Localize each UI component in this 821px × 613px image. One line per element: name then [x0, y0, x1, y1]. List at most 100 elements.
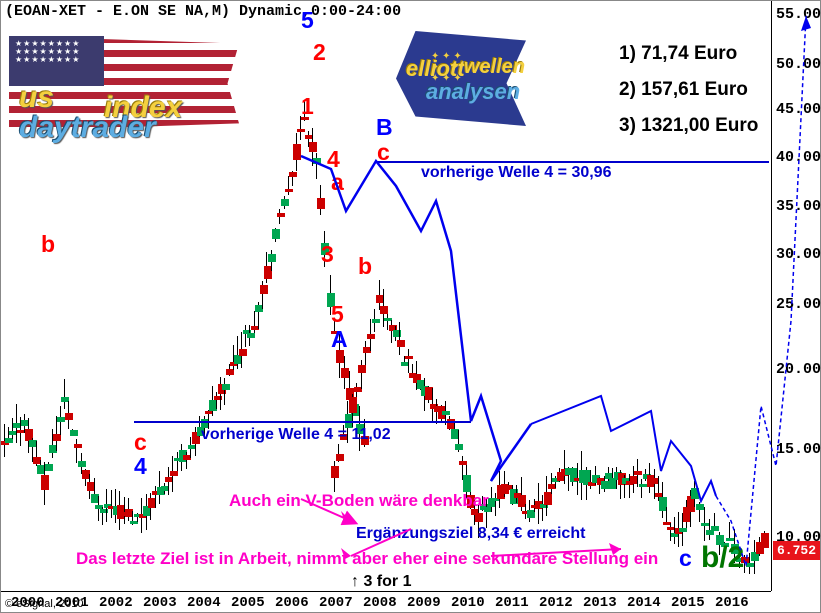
current-price-badge: 6.752 [773, 541, 820, 560]
candle-body-down [65, 413, 73, 420]
x-axis-tick-2011: 2011 [495, 595, 529, 611]
candle-body-up [639, 484, 647, 488]
candle-body-down [309, 142, 317, 152]
candle-body-down [74, 444, 82, 448]
x-axis-tick-2003: 2003 [143, 595, 177, 611]
candle-body-down [260, 285, 268, 294]
candle-wick [590, 470, 591, 489]
candle-wick [64, 379, 65, 409]
candle-body-up [281, 199, 289, 206]
candle-body-down [331, 466, 339, 478]
x-axis-tick-2014: 2014 [627, 595, 661, 611]
y-axis-tick-55.000: 55.000 [776, 6, 821, 23]
candle-body-down [297, 129, 305, 133]
wave-label-b-11: b [358, 253, 372, 280]
copyright-footer: © eSignal, 2010 [5, 598, 83, 610]
candle-body-down [336, 454, 344, 461]
candle-wick [155, 486, 156, 508]
candle-body-up [78, 461, 86, 467]
annotation-text-1: Ergänzungsziel 8,34 € erreicht [356, 525, 585, 543]
candle-body-up [463, 475, 471, 492]
candle-wick [216, 392, 217, 409]
x-axis-tick-2007: 2007 [319, 595, 353, 611]
candle-wick [670, 523, 671, 541]
candle-wick [564, 450, 565, 483]
candle-wick [399, 322, 400, 355]
candle-wick [224, 378, 225, 405]
candle-wick [316, 153, 317, 179]
chart-window: (EOAN-XET - E.ON SE NA,M) Dynamic,0:00-2… [0, 0, 821, 613]
candle-body-up [222, 384, 230, 389]
wave-label-3-10: 3 [321, 241, 334, 268]
candle-body-up [372, 319, 380, 323]
annotation-text-2: Das letzte Ziel ist in Arbeit, nimmt abe… [76, 549, 658, 569]
y-axis-tick-25.000: 25.000 [776, 296, 821, 313]
wave-label-b-2-15: b/2 [701, 541, 744, 575]
candle-body-down [475, 513, 483, 522]
annotation-text-0: Auch ein V-Boden wäre denkbar [229, 491, 489, 511]
candle-body-down [170, 471, 178, 476]
candle-body-up [70, 430, 78, 437]
wave-label-1-5: 1 [301, 93, 314, 120]
candle-body-up [711, 526, 719, 531]
wave-label-2-4: 2 [313, 39, 326, 66]
candle-wick [177, 452, 178, 471]
wave-label-5-12: 5 [331, 301, 344, 328]
y-axis: 55.00050.00045.00040.00035.00030.00025.0… [771, 1, 821, 591]
y-axis-tick-45.000: 45.000 [776, 101, 821, 118]
wave-label-b-0: b [41, 231, 55, 258]
candle-body-down [405, 356, 413, 360]
x-axis-tick-2006: 2006 [275, 595, 309, 611]
candle-body-up [313, 158, 321, 164]
y-axis-tick-30.000: 30.000 [776, 246, 821, 263]
level-line-1 [376, 161, 769, 163]
candle-wick [408, 349, 409, 373]
candle-body-up [247, 333, 255, 339]
wave-label-4-2: 4 [134, 453, 147, 480]
wave-label-A-13: A [331, 326, 348, 353]
level-line-label-1: vorherige Welle 4 = 30,96 [421, 164, 611, 182]
candle-body-up [45, 464, 53, 472]
x-axis-tick-2002: 2002 [99, 595, 133, 611]
candle-body-up [442, 411, 450, 415]
x-axis-tick-2016: 2016 [715, 595, 749, 611]
level-line-0 [134, 421, 471, 423]
candle-body-down [41, 475, 49, 490]
candle-body-down [349, 397, 357, 413]
candle-body-down [634, 471, 642, 475]
candle-body-down [317, 198, 325, 209]
y-axis-tick-50.000: 50.000 [776, 56, 821, 73]
wave-label-a-9: a [331, 169, 344, 196]
candle-wick [12, 418, 13, 438]
x-axis: 2000 2001 2002 2003 2004 2005 2006 2007 2008 2009… [1, 591, 771, 613]
candle-body-up [601, 481, 609, 489]
x-axis-tick-2012: 2012 [539, 595, 573, 611]
candle-body-down [358, 365, 366, 373]
candle-body-down [239, 349, 247, 356]
y-axis-tick-35.000: 35.000 [776, 198, 821, 215]
x-axis-tick-2004: 2004 [187, 595, 221, 611]
candle-body-down [397, 340, 405, 347]
x-axis-tick-2008: 2008 [363, 595, 397, 611]
x-axis-tick-2013: 2013 [583, 595, 617, 611]
candle-body-up [57, 417, 65, 422]
candle-body-down [289, 172, 297, 177]
x-axis-tick-2010: 2010 [451, 595, 485, 611]
candle-body-up [679, 528, 687, 532]
wave-label-B-7: B [376, 114, 393, 141]
wave-label-c-1: c [134, 429, 147, 456]
candle-body-down [285, 189, 293, 193]
candle-wick [641, 479, 642, 498]
candle-body-up [691, 488, 699, 499]
candle-body-up [268, 254, 276, 262]
wave-label-5-3: 5 [301, 7, 314, 34]
y-axis-tick-15.000: 15.000 [776, 441, 821, 458]
x-axis-tick-2005: 2005 [231, 595, 265, 611]
level-line-label-0: vorherige Welle 4 = 11,02 [201, 426, 391, 444]
candle-body-down [293, 144, 301, 160]
x-axis-tick-2015: 2015 [671, 595, 705, 611]
x-axis-tick-2009: 2009 [407, 595, 441, 611]
y-axis-tick-20.000: 20.000 [776, 361, 821, 378]
candle-body-up [5, 438, 13, 443]
candle-body-up [272, 229, 280, 239]
